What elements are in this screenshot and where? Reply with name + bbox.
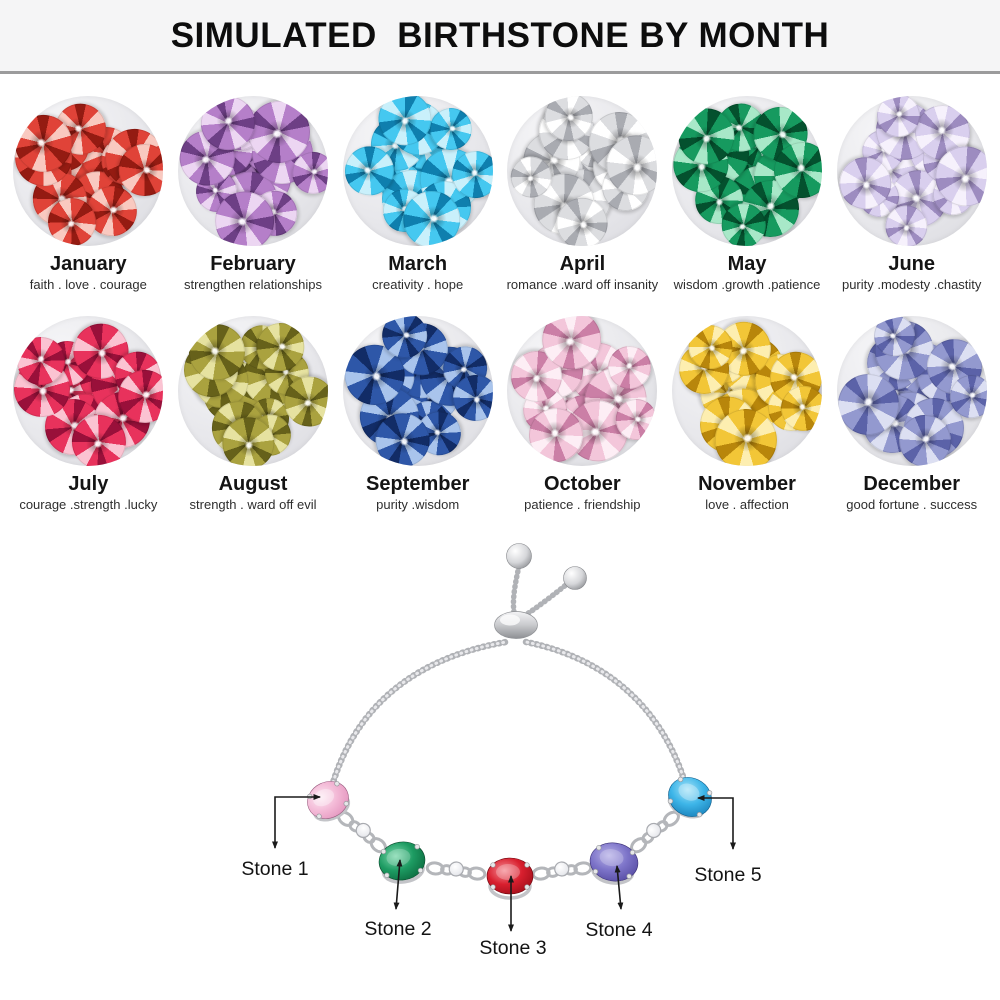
month-card-june: June purity .modesty .chastity [829,96,994,293]
month-traits: good fortune . success [846,496,978,512]
gem-photo-april [507,96,658,246]
gem [16,336,66,386]
month-name: January [49,253,127,275]
clasp-chain-left [510,563,522,615]
gem-photo-october [507,315,658,466]
month-card-october: October patience . friendship [500,315,665,513]
month-name: March [388,253,448,275]
month-traits: purity .wisdom [376,496,460,512]
gem-photo-august [178,315,328,466]
header-banner: SIMULATED BIRTHSTONE BY MONTH [0,0,1000,74]
month-traits: courage .strength .lucky [19,496,158,512]
month-traits: creativity . hope [372,277,464,292]
month-traits: patience . friendship [524,496,641,512]
bow-link-3 [531,861,593,881]
bow-links [337,810,680,881]
month-card-july: July courage .strength .lucky [6,315,171,513]
birthstone-grid: January faith . love . courage February … [0,74,1000,513]
month-name: November [698,472,796,495]
slider-clasp [494,543,587,639]
month-traits: faith . love . courage [29,277,147,292]
page-title: SIMULATED BIRTHSTONE BY MONTH [170,15,830,55]
month-card-february: February strengthen relationships [171,96,336,293]
gem-photo-november [672,315,823,466]
callout-arrows [272,794,736,932]
month-name: February [210,253,296,275]
cz-accent [355,822,371,839]
month-name: December [863,472,961,495]
cz-accent [448,861,464,877]
clasp-chain-right [521,581,570,619]
stone-5-gem [667,776,713,819]
month-card-august: August strength . ward off evil [171,315,336,513]
gem-photo-may [672,96,823,246]
stone-1-arrow [272,794,321,849]
stone-1-label: Stone 1 [241,858,308,880]
month-traits: wisdom .growth .patience [673,277,821,292]
month-traits: strengthen relationships [183,277,323,292]
ball-end-2 [563,566,587,590]
bow-link-4 [630,810,680,854]
gem-photo-july [13,315,164,466]
month-card-may: May wisdom .growth .patience [665,96,830,293]
bow-link-2 [425,861,487,881]
slider-bead [494,611,538,639]
month-name: August [218,472,288,495]
month-name: June [888,253,936,275]
month-name: April [559,253,606,275]
cz-accent [554,861,570,877]
month-traits: purity .modesty .chastity [841,277,982,292]
stone-4-label: Stone 4 [585,919,652,941]
stone-4-gem [589,842,639,885]
stone-1-gem [307,781,351,822]
stone-2-arrow [393,859,403,910]
gem-photo-january [13,96,164,246]
month-name: May [727,253,767,275]
grid-row-1: January faith . love . courage February … [6,96,994,293]
month-name: October [544,472,621,495]
month-traits: love . affection [705,496,789,512]
month-traits: romance .ward off insanity [506,277,659,292]
gem-photo-december [836,315,987,466]
cz-accent [646,822,662,839]
month-card-december: December good fortune . success [829,315,994,513]
stone-4-arrow [614,865,624,910]
gem-photo-march [342,96,493,246]
stone-5-label: Stone 5 [694,864,761,886]
bracelet-image: Stone 1 Stone 2 Stone 3 Stone 4 Stone 5 [241,543,762,959]
bracelet-chain [328,638,690,790]
month-card-january: January faith . love . courage [6,96,171,293]
month-traits: strength . ward off evil [189,496,317,512]
month-card-april: April romance .ward off insanity [500,96,665,293]
month-name: September [365,472,470,495]
ball-end-1 [506,543,532,569]
stone-3-gem [486,857,534,900]
stone-3-label: Stone 3 [479,937,546,959]
gem [118,143,164,197]
slider-bead-highlight [500,614,520,626]
month-card-september: September purity .wisdom [335,315,500,513]
month-card-march: March creativity . hope [335,96,500,293]
gem-photo-june [836,96,987,246]
stone-5-arrow [697,795,736,850]
gem-photo-february [178,96,328,246]
month-name: July [68,472,109,495]
month-card-november: November love . affection [665,315,830,513]
gem-photo-september [342,315,493,466]
grid-row-2: July courage .strength .lucky August str… [6,315,994,513]
stone-2-label: Stone 2 [364,918,431,940]
